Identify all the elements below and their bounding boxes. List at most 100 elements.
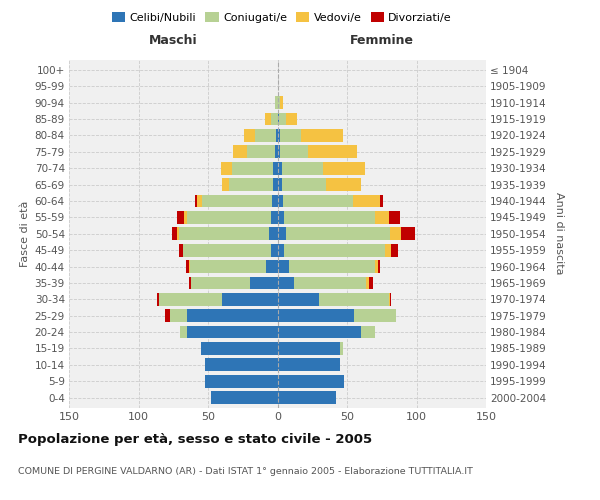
Bar xyxy=(277,276,294,289)
Bar xyxy=(157,293,160,306)
Bar xyxy=(255,129,276,142)
Bar xyxy=(275,146,277,158)
Bar xyxy=(266,260,277,273)
Bar xyxy=(389,293,390,306)
Bar xyxy=(308,146,357,158)
Bar xyxy=(201,342,277,355)
Bar xyxy=(160,293,222,306)
Bar xyxy=(232,162,274,174)
Bar xyxy=(340,342,343,355)
Bar xyxy=(375,260,377,273)
Y-axis label: Fasce di età: Fasce di età xyxy=(20,200,31,267)
Bar xyxy=(165,310,170,322)
Bar xyxy=(367,276,369,289)
Bar xyxy=(301,129,343,142)
Text: Femmine: Femmine xyxy=(350,34,414,47)
Bar xyxy=(183,244,271,256)
Bar xyxy=(390,228,401,240)
Bar xyxy=(319,293,389,306)
Bar xyxy=(294,276,367,289)
Bar xyxy=(186,260,188,273)
Bar xyxy=(377,260,380,273)
Bar xyxy=(389,211,400,224)
Bar xyxy=(277,293,319,306)
Bar xyxy=(280,146,308,158)
Text: Maschi: Maschi xyxy=(149,34,197,47)
Bar xyxy=(202,194,272,207)
Bar xyxy=(244,129,255,142)
Bar xyxy=(280,129,301,142)
Bar xyxy=(277,178,281,191)
Bar xyxy=(281,162,323,174)
Bar xyxy=(280,96,283,109)
Bar xyxy=(375,211,389,224)
Bar xyxy=(277,375,344,388)
Bar xyxy=(191,276,250,289)
Bar xyxy=(196,194,197,207)
Bar xyxy=(277,260,289,273)
Bar xyxy=(277,310,354,322)
Bar xyxy=(205,358,277,372)
Bar xyxy=(250,276,277,289)
Bar xyxy=(178,228,179,240)
Bar xyxy=(178,211,184,224)
Bar xyxy=(326,178,361,191)
Bar xyxy=(390,293,391,306)
Bar xyxy=(187,211,271,224)
Bar xyxy=(385,244,391,256)
Bar xyxy=(271,211,277,224)
Bar xyxy=(229,178,274,191)
Bar xyxy=(277,146,280,158)
Y-axis label: Anni di nascita: Anni di nascita xyxy=(554,192,563,275)
Bar xyxy=(277,96,280,109)
Text: Popolazione per età, sesso e stato civile - 2005: Popolazione per età, sesso e stato civil… xyxy=(18,432,372,446)
Bar xyxy=(271,244,277,256)
Bar xyxy=(277,162,281,174)
Bar xyxy=(184,211,187,224)
Bar xyxy=(188,260,190,273)
Bar xyxy=(391,244,398,256)
Bar xyxy=(221,162,232,174)
Bar xyxy=(222,178,229,191)
Bar xyxy=(274,178,277,191)
Bar xyxy=(286,112,297,126)
Bar xyxy=(187,326,277,338)
Bar xyxy=(188,276,191,289)
Bar xyxy=(247,146,275,158)
Bar xyxy=(401,228,415,240)
Text: COMUNE DI PERGINE VALDARNO (AR) - Dati ISTAT 1° gennaio 2005 - Elaborazione TUTT: COMUNE DI PERGINE VALDARNO (AR) - Dati I… xyxy=(18,468,473,476)
Bar xyxy=(179,244,183,256)
Bar xyxy=(380,194,383,207)
Bar xyxy=(277,342,340,355)
Bar xyxy=(353,194,380,207)
Bar xyxy=(281,178,326,191)
Bar xyxy=(274,162,277,174)
Bar xyxy=(170,310,187,322)
Bar xyxy=(269,228,277,240)
Bar xyxy=(190,260,266,273)
Bar xyxy=(271,112,277,126)
Bar xyxy=(265,112,271,126)
Bar xyxy=(205,375,277,388)
Bar xyxy=(277,326,361,338)
Bar xyxy=(277,129,280,142)
Bar xyxy=(277,112,279,126)
Bar xyxy=(277,244,284,256)
Legend: Celibi/Nubili, Coniugati/e, Vedovi/e, Divorziati/e: Celibi/Nubili, Coniugati/e, Vedovi/e, Di… xyxy=(107,8,457,28)
Bar xyxy=(222,293,277,306)
Bar xyxy=(286,228,390,240)
Bar xyxy=(279,112,286,126)
Bar xyxy=(283,194,353,207)
Bar xyxy=(211,392,277,404)
Bar xyxy=(197,194,202,207)
Bar xyxy=(369,276,373,289)
Bar xyxy=(187,310,277,322)
Bar xyxy=(277,392,336,404)
Bar xyxy=(277,211,284,224)
Bar xyxy=(361,326,375,338)
Bar xyxy=(180,326,187,338)
Bar xyxy=(284,244,385,256)
Bar xyxy=(289,260,375,273)
Bar xyxy=(275,96,277,109)
Bar xyxy=(277,194,283,207)
